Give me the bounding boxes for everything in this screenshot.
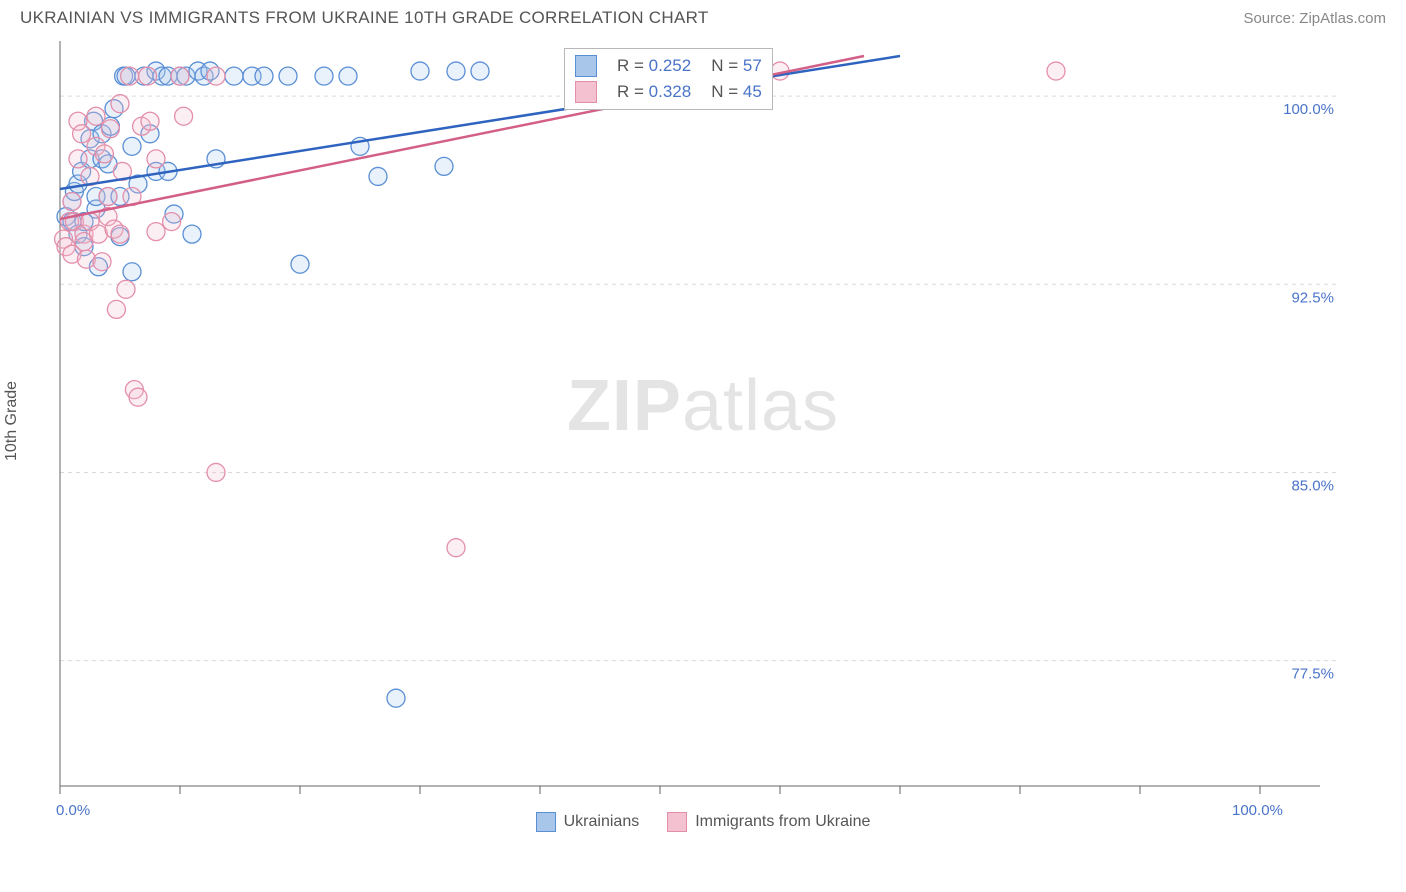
legend-swatch-ukrainians	[536, 812, 556, 832]
legend-label-ukrainians: Ukrainians	[564, 813, 640, 830]
svg-text:100.0%: 100.0%	[1283, 101, 1334, 118]
scatter-chart-svg: 77.5% 85.0% 92.5% 100.0%	[20, 36, 1340, 806]
chart-title: UKRAINIAN VS IMMIGRANTS FROM UKRAINE 10T…	[20, 8, 709, 28]
n-label: N =	[711, 56, 743, 75]
n-label: N =	[711, 82, 743, 101]
n-value-ukrainians: 57	[743, 56, 762, 75]
swatch-ukrainians	[575, 55, 597, 77]
svg-text:92.5%: 92.5%	[1291, 289, 1334, 306]
corr-row-immigrants: R = 0.328 N = 45	[565, 79, 772, 105]
n-value-immigrants: 45	[743, 82, 762, 101]
chart-area: 10th Grade 77.5%85.0%92.5%100.0% ZIPatla…	[20, 36, 1386, 806]
r-label: R =	[617, 82, 649, 101]
r-value-ukrainians: 0.252	[649, 56, 692, 75]
source-attribution: Source: ZipAtlas.com	[1243, 10, 1386, 27]
legend-item-ukrainians: Ukrainians	[536, 812, 640, 832]
legend-label-immigrants: Immigrants from Ukraine	[695, 813, 870, 830]
r-value-immigrants: 0.328	[649, 82, 692, 101]
y-axis-label: 10th Grade	[3, 381, 21, 461]
r-label: R =	[617, 56, 649, 75]
svg-text:77.5%: 77.5%	[1291, 666, 1334, 683]
swatch-immigrants	[575, 81, 597, 103]
corr-row-ukrainians: R = 0.252 N = 57	[565, 53, 772, 79]
x-tick-min: 0.0%	[56, 802, 90, 819]
legend-bottom: Ukrainians Immigrants from Ukraine	[0, 812, 1406, 832]
x-tick-max: 100.0%	[1232, 802, 1283, 819]
legend-item-immigrants: Immigrants from Ukraine	[667, 812, 870, 832]
svg-text:85.0%: 85.0%	[1291, 477, 1334, 494]
correlation-legend-box: R = 0.252 N = 57 R = 0.328 N = 45	[564, 48, 773, 110]
legend-swatch-immigrants	[667, 812, 687, 832]
